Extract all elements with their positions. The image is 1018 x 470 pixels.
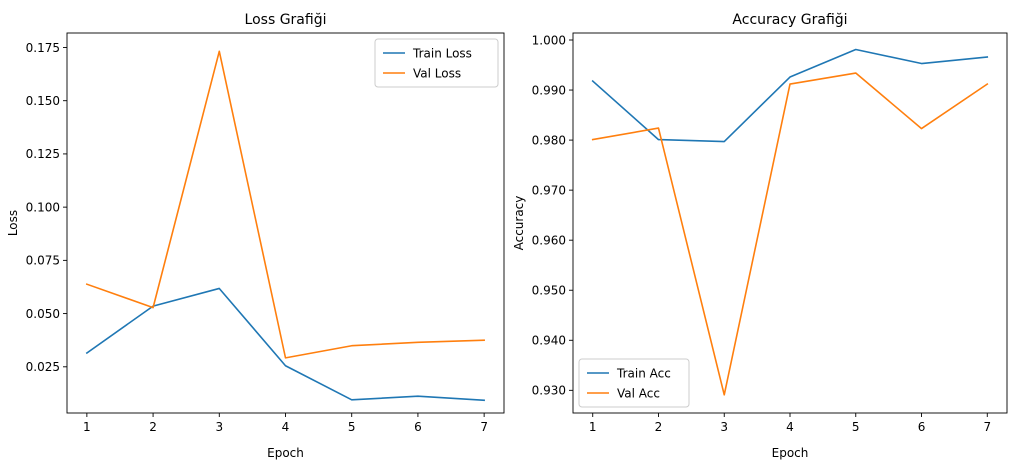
x-tick-label: 1 (83, 420, 91, 434)
y-tick-label: 0.100 (26, 200, 60, 214)
chart-title: Loss Grafiği (245, 12, 327, 28)
y-tick-label: 0.990 (532, 83, 566, 97)
x-tick-label: 5 (852, 420, 860, 434)
legend-label: Val Acc (617, 386, 660, 400)
series-line-train-acc (591, 48, 989, 143)
y-axis-label: Loss (6, 210, 20, 236)
y-tick-label: 0.175 (26, 41, 60, 55)
x-tick-label: 7 (983, 420, 991, 434)
legend-label: Val Loss (413, 66, 461, 80)
x-tick-label: 1 (589, 420, 597, 434)
x-tick-label: 4 (786, 420, 794, 434)
x-tick-label: 2 (655, 420, 663, 434)
y-tick-label: 0.050 (26, 307, 60, 321)
x-axis-label: Epoch (772, 446, 809, 460)
x-tick-label: 3 (720, 420, 728, 434)
legend-box (374, 38, 499, 88)
legend: Train Acc Val Acc (578, 358, 690, 408)
legend-label: Train Acc (616, 366, 671, 380)
y-tick-label: 0.960 (532, 233, 566, 247)
x-tick-label: 4 (282, 420, 290, 434)
y-tick-label: 0.980 (532, 133, 566, 147)
x-tick-label: 7 (480, 420, 488, 434)
y-tick-label: 0.125 (26, 147, 60, 161)
x-axis-label: Epoch (267, 446, 304, 460)
axes-frame (572, 32, 1008, 414)
y-tick-label: 0.950 (532, 284, 566, 298)
y-tick-label: 0.150 (26, 94, 60, 108)
x-tick-label: 5 (348, 420, 356, 434)
legend-box (578, 358, 690, 408)
y-tick-label: 0.025 (26, 360, 60, 374)
series-line-val-acc (591, 72, 989, 396)
legend: Train Loss Val Loss (374, 38, 499, 88)
y-tick-label: 0.940 (532, 334, 566, 348)
loss-chart: Loss Grafiği 1 2 3 4 5 6 7 0.025 0.050 0.075 0.100 0… (6, 12, 505, 460)
y-tick-label: 0.075 (26, 254, 60, 268)
accuracy-chart: Accuracy Grafiği 1 2 3 4 5 6 7 0.930 0.940 0.950 0.… (512, 12, 1008, 460)
x-tick-label: 6 (918, 420, 926, 434)
x-tick-label: 6 (414, 420, 422, 434)
x-tick-label: 2 (149, 420, 157, 434)
y-axis-label: Accuracy (512, 196, 526, 251)
y-tick-label: 0.970 (532, 183, 566, 197)
series-line-val-loss (85, 50, 485, 359)
chart-title: Accuracy Grafiği (732, 12, 847, 28)
legend-label: Train Loss (412, 46, 472, 60)
y-tick-label: 1.000 (532, 33, 566, 47)
y-tick-label: 0.930 (532, 384, 566, 398)
x-tick-label: 3 (215, 420, 223, 434)
